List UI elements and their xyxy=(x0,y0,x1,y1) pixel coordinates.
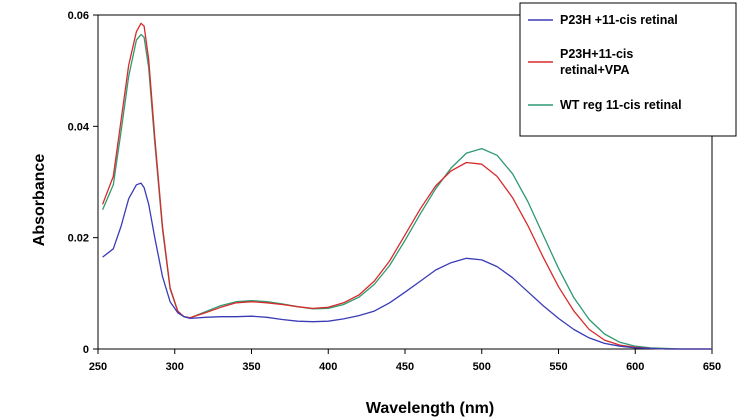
legend-label-0: P23H +11-cis retinal xyxy=(560,13,678,27)
y-axis-title: Absorbance xyxy=(31,154,48,247)
series-group xyxy=(101,22,712,350)
x-tick-label: 400 xyxy=(319,361,337,373)
x-axis: 250 300 350 400 450 500 550 600 650 xyxy=(89,349,721,373)
x-tick-label: 600 xyxy=(626,361,644,373)
legend-box xyxy=(519,2,737,137)
x-tick-label: 450 xyxy=(396,361,414,373)
x-tick-label: 650 xyxy=(703,361,721,373)
x-tick-label: 500 xyxy=(473,361,491,373)
y-tick-label: 0.04 xyxy=(68,121,90,133)
series-line-0 xyxy=(102,182,712,350)
x-tick-label: 350 xyxy=(242,361,260,373)
legend-label-2: WT reg 11-cis retinal xyxy=(560,98,682,112)
legend-label-1: P23H+11-cis retinal+VPA xyxy=(560,47,633,77)
y-axis: 0 0.02 0.04 0.06 xyxy=(68,10,98,356)
legend: P23H +11-cis retinal P23H+11-cis retinal+… xyxy=(519,2,737,137)
x-axis-title: Wavelength (nm) xyxy=(366,400,494,417)
x-tick-label: 550 xyxy=(549,361,567,373)
y-tick-label: 0.06 xyxy=(68,10,89,22)
y-tick-label: 0 xyxy=(83,344,89,356)
x-tick-label: 300 xyxy=(166,361,184,373)
x-tick-label: 250 xyxy=(89,361,107,373)
series-line-1 xyxy=(101,22,712,350)
y-tick-label: 0.02 xyxy=(68,233,89,245)
